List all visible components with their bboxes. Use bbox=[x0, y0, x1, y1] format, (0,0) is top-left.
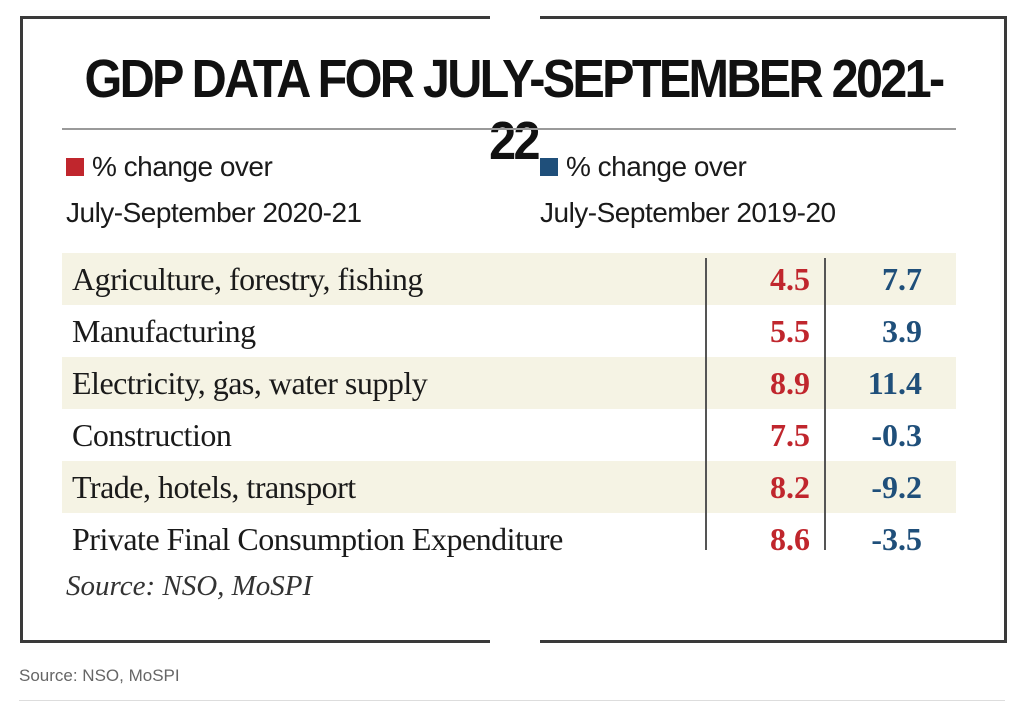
frame-border-right bbox=[1004, 16, 1007, 643]
page-source-caption: Source: NSO, MoSPI bbox=[19, 666, 180, 685]
legend-swatch-blue bbox=[540, 158, 558, 176]
table-row: Agriculture, forestry, fishing 4.5 7.7 bbox=[62, 253, 956, 305]
frame-border-left bbox=[20, 16, 23, 643]
table-row: Private Final Consumption Expenditure 8.6… bbox=[62, 513, 956, 565]
value-2020-21: 7.5 bbox=[770, 417, 810, 453]
caption-divider bbox=[19, 700, 1005, 701]
value-2020-21: 5.5 bbox=[770, 313, 810, 349]
legend-label-line1: % change over bbox=[92, 151, 273, 182]
column-divider-2 bbox=[824, 258, 826, 550]
row-label: Private Final Consumption Expenditure bbox=[72, 521, 563, 557]
value-2020-21: 8.6 bbox=[770, 521, 810, 557]
table-row: Construction 7.5 -0.3 bbox=[62, 409, 956, 461]
value-2019-20: 7.7 bbox=[882, 261, 922, 297]
legend-label-line2: July-September 2019-20 bbox=[540, 197, 836, 228]
chart-title: GDP DATA FOR JULY-SEPTEMBER 2021-22 bbox=[84, 49, 946, 171]
frame-border-bottom-left bbox=[20, 640, 490, 643]
legend-entry-2019-20: % change over July-September 2019-20 bbox=[540, 150, 836, 230]
title-divider bbox=[62, 128, 956, 130]
row-label: Manufacturing bbox=[72, 313, 256, 349]
row-label: Agriculture, forestry, fishing bbox=[72, 261, 423, 297]
table-row: Trade, hotels, transport 8.2 -9.2 bbox=[62, 461, 956, 513]
value-2019-20: 11.4 bbox=[867, 365, 922, 401]
legend-entry-2020-21: % change over July-September 2020-21 bbox=[66, 150, 362, 230]
frame-border-top-right bbox=[540, 16, 1007, 19]
legend-label-line2: July-September 2020-21 bbox=[66, 197, 362, 228]
card-source-note: Source: NSO, MoSPI bbox=[66, 570, 313, 602]
row-label: Trade, hotels, transport bbox=[72, 469, 356, 505]
frame-border-top-left bbox=[20, 16, 490, 19]
value-2020-21: 8.2 bbox=[770, 469, 810, 505]
row-label: Construction bbox=[72, 417, 232, 453]
legend-swatch-red bbox=[66, 158, 84, 176]
value-2019-20: -0.3 bbox=[871, 417, 922, 453]
frame-border-bottom-right bbox=[540, 640, 1007, 643]
data-table: Agriculture, forestry, fishing 4.5 7.7 Manu… bbox=[62, 253, 956, 565]
value-2020-21: 8.9 bbox=[770, 365, 810, 401]
table-row: Manufacturing 5.5 3.9 bbox=[62, 305, 956, 357]
value-2019-20: 3.9 bbox=[882, 313, 922, 349]
value-2019-20: -3.5 bbox=[871, 521, 922, 557]
table-row: Electricity, gas, water supply 8.9 11.4 bbox=[62, 357, 956, 409]
row-label: Electricity, gas, water supply bbox=[72, 365, 428, 401]
value-2019-20: -9.2 bbox=[871, 469, 922, 505]
value-2020-21: 4.5 bbox=[770, 261, 810, 297]
column-divider-1 bbox=[705, 258, 707, 550]
legend-label-line1: % change over bbox=[566, 151, 747, 182]
